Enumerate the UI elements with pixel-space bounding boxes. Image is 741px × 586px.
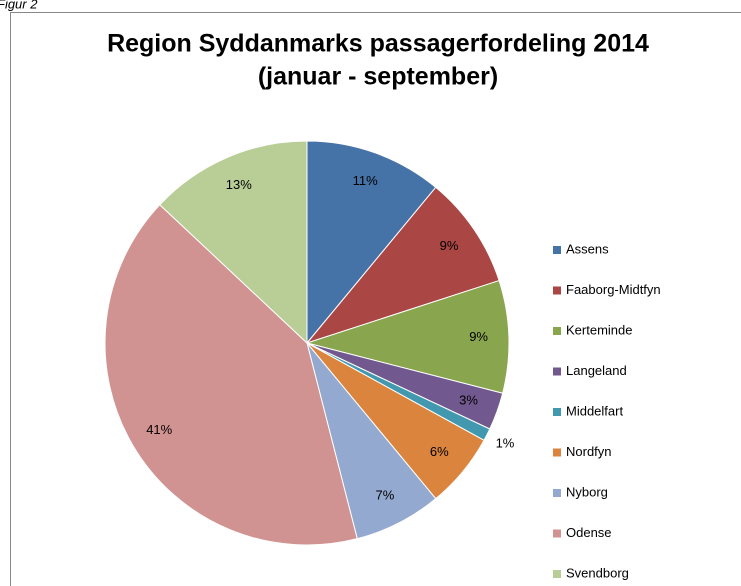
chart-title: Region Syddanmarks passagerfordeling 201… xyxy=(107,30,649,58)
legend-label: Middelfart xyxy=(566,403,623,418)
data-label: 3% xyxy=(459,393,478,408)
legend-label: Odense xyxy=(566,525,612,540)
data-label: 41% xyxy=(146,422,172,437)
data-label: 9% xyxy=(440,238,459,253)
legend-swatch xyxy=(553,327,561,335)
legend-label: Nordfyn xyxy=(566,444,612,459)
data-label: 9% xyxy=(469,329,488,344)
data-label: 1% xyxy=(496,435,515,450)
pie-slice xyxy=(305,279,510,394)
pie-slice xyxy=(104,204,358,546)
caption: Figur 2 xyxy=(0,0,38,11)
legend-swatch xyxy=(553,529,561,538)
legend-label: Svendborg xyxy=(566,565,629,580)
legend-label: Faaborg-Midtfyn xyxy=(566,282,661,297)
data-label: 13% xyxy=(226,177,252,192)
legend-swatch xyxy=(553,246,561,254)
legend-swatch xyxy=(553,570,561,578)
legend-swatch xyxy=(553,286,561,295)
legend-label: Nyborg xyxy=(566,484,608,499)
data-label: 6% xyxy=(430,444,449,459)
legend-swatch xyxy=(553,489,561,497)
legend-label: Assens xyxy=(566,241,609,256)
chart-subtitle: (januar - september) xyxy=(258,63,498,91)
legend-label: Langeland xyxy=(566,363,627,378)
legend-swatch xyxy=(553,367,561,376)
pie-slice xyxy=(306,140,437,345)
legend-swatch xyxy=(553,448,561,457)
data-label: 11% xyxy=(353,173,378,188)
legend-swatch xyxy=(553,408,561,416)
legend-label: Kerteminde xyxy=(566,322,632,337)
pie-slice xyxy=(159,140,308,345)
data-label: 7% xyxy=(376,487,395,502)
pie-slice xyxy=(305,186,500,345)
